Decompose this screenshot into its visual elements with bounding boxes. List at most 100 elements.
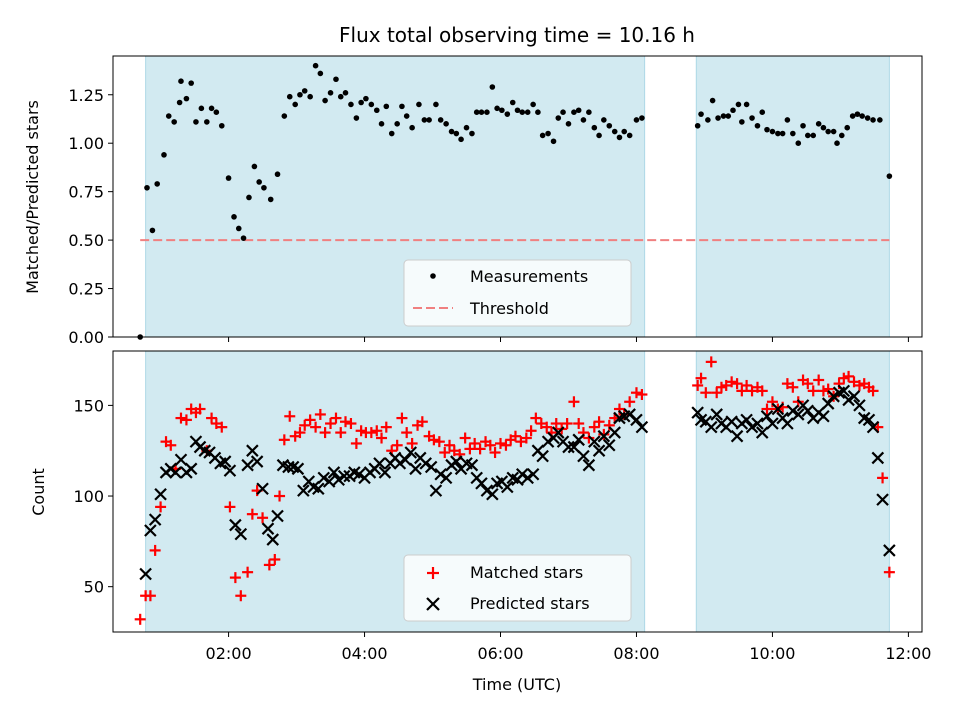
- top-y-tick-label: 1.25: [68, 86, 104, 105]
- x-tick-label: 12:00: [885, 644, 931, 663]
- measurement-point: [571, 109, 577, 115]
- predicted-star-point: [434, 467, 447, 481]
- matched-star-point: [396, 412, 408, 424]
- predicted-star-point: [592, 444, 606, 457]
- predicted-star-point: [184, 462, 198, 476]
- measurement-point: [849, 113, 856, 119]
- predicted-star-point: [486, 487, 499, 501]
- measurement-point: [795, 140, 802, 147]
- measurement-point: [171, 119, 177, 125]
- measurement-point: [469, 130, 475, 137]
- matched-star-point: [314, 408, 326, 420]
- predicted-star-point: [740, 413, 753, 427]
- matched-star-point: [294, 427, 306, 439]
- top-y-tick-label: 0.00: [68, 328, 104, 347]
- measurement-point: [188, 80, 194, 86]
- measurement-point: [154, 181, 160, 187]
- predicted-star-point: [817, 409, 830, 423]
- measurement-point: [575, 107, 582, 114]
- matched-star-point: [149, 544, 161, 556]
- matched-star-point: [877, 472, 889, 484]
- measurement-point: [337, 93, 344, 100]
- measurement-point: [820, 124, 827, 131]
- matched-star-point: [469, 437, 481, 449]
- measurement-point: [165, 113, 172, 119]
- measurement-point: [705, 117, 711, 123]
- measurement-point: [535, 109, 541, 115]
- measurement-point: [800, 122, 806, 129]
- measurement-point: [437, 117, 444, 123]
- measurement-point: [251, 163, 258, 170]
- measurement-point: [504, 111, 511, 117]
- matched-star-point: [598, 428, 610, 440]
- measurement-point: [225, 175, 232, 181]
- predicted-star-point: [393, 457, 407, 470]
- predicted-star-point: [332, 473, 345, 486]
- legend-measurements-label: Measurements: [470, 267, 588, 286]
- measurement-point: [399, 103, 405, 110]
- measurement-point: [193, 119, 199, 125]
- measurement-point: [596, 132, 602, 139]
- matched-star-point: [741, 379, 753, 391]
- predicted-star-point: [760, 409, 774, 423]
- matched-star-point: [761, 403, 773, 415]
- predicted-star-point: [266, 533, 280, 546]
- matched-star-point: [345, 418, 357, 430]
- matched-star-point: [807, 385, 819, 397]
- measurement-point: [368, 101, 375, 108]
- matched-star-point: [705, 356, 717, 368]
- measurement-point: [378, 121, 385, 127]
- top-axes-frame: [112, 55, 923, 338]
- measurement-point: [261, 184, 267, 191]
- measurement-point: [769, 128, 776, 135]
- measurement-point: [183, 95, 190, 102]
- predicted-star-point: [378, 466, 392, 479]
- matched-star-point: [561, 418, 573, 430]
- predicted-star-point: [781, 417, 794, 430]
- matched-star-point: [484, 439, 496, 451]
- predicted-star-point: [602, 438, 616, 452]
- measurement-point: [274, 171, 281, 178]
- predicted-star-point: [218, 455, 232, 468]
- measurement-point: [443, 121, 449, 127]
- matched-star-point: [216, 421, 228, 433]
- matched-star-point: [813, 374, 825, 386]
- measurement-point: [342, 90, 349, 96]
- matched-star-point: [325, 418, 337, 430]
- predicted-star-point: [827, 390, 840, 403]
- measurement-point: [838, 132, 845, 139]
- predicted-star-point: [526, 467, 540, 481]
- measurement-point: [373, 107, 380, 114]
- legend-matched-marker: [427, 567, 439, 579]
- measurement-point: [601, 117, 607, 123]
- chart-title: Flux total observing time = 10.16 h: [339, 23, 695, 47]
- measurement-point: [363, 95, 369, 102]
- measurement-point: [524, 109, 531, 115]
- matched-star-point: [726, 376, 738, 388]
- predicted-star-point: [562, 440, 575, 454]
- matched-star-point: [263, 559, 275, 571]
- predicted-star-point: [755, 426, 769, 439]
- measurement-point: [426, 117, 432, 123]
- measurement-point: [327, 90, 334, 96]
- measurement-point: [256, 179, 262, 185]
- top-panel: 0.00 0.25 0.50 0.75 1.00 1.25 Matched/Predict…: [23, 55, 923, 347]
- matched-star-point: [340, 416, 352, 428]
- measurement-point: [317, 70, 324, 77]
- measurement-point: [403, 113, 410, 119]
- predicted-star-point: [745, 420, 759, 434]
- measurement-point: [739, 119, 745, 125]
- predicted-star-point: [588, 435, 601, 448]
- matched-star-point: [489, 447, 501, 459]
- measurement-point: [580, 117, 587, 123]
- predicted-star-point: [730, 429, 744, 443]
- measurement-point: [764, 126, 770, 133]
- bottom-legend: Matched stars Predicted stars: [403, 554, 632, 622]
- predicted-star-point: [139, 567, 152, 581]
- matched-star-point: [144, 590, 156, 602]
- predicted-star-point: [327, 466, 341, 479]
- measurement-point: [453, 130, 460, 137]
- predicted-star-point: [291, 462, 305, 476]
- matched-star-point: [520, 432, 532, 444]
- measurement-point: [307, 93, 313, 100]
